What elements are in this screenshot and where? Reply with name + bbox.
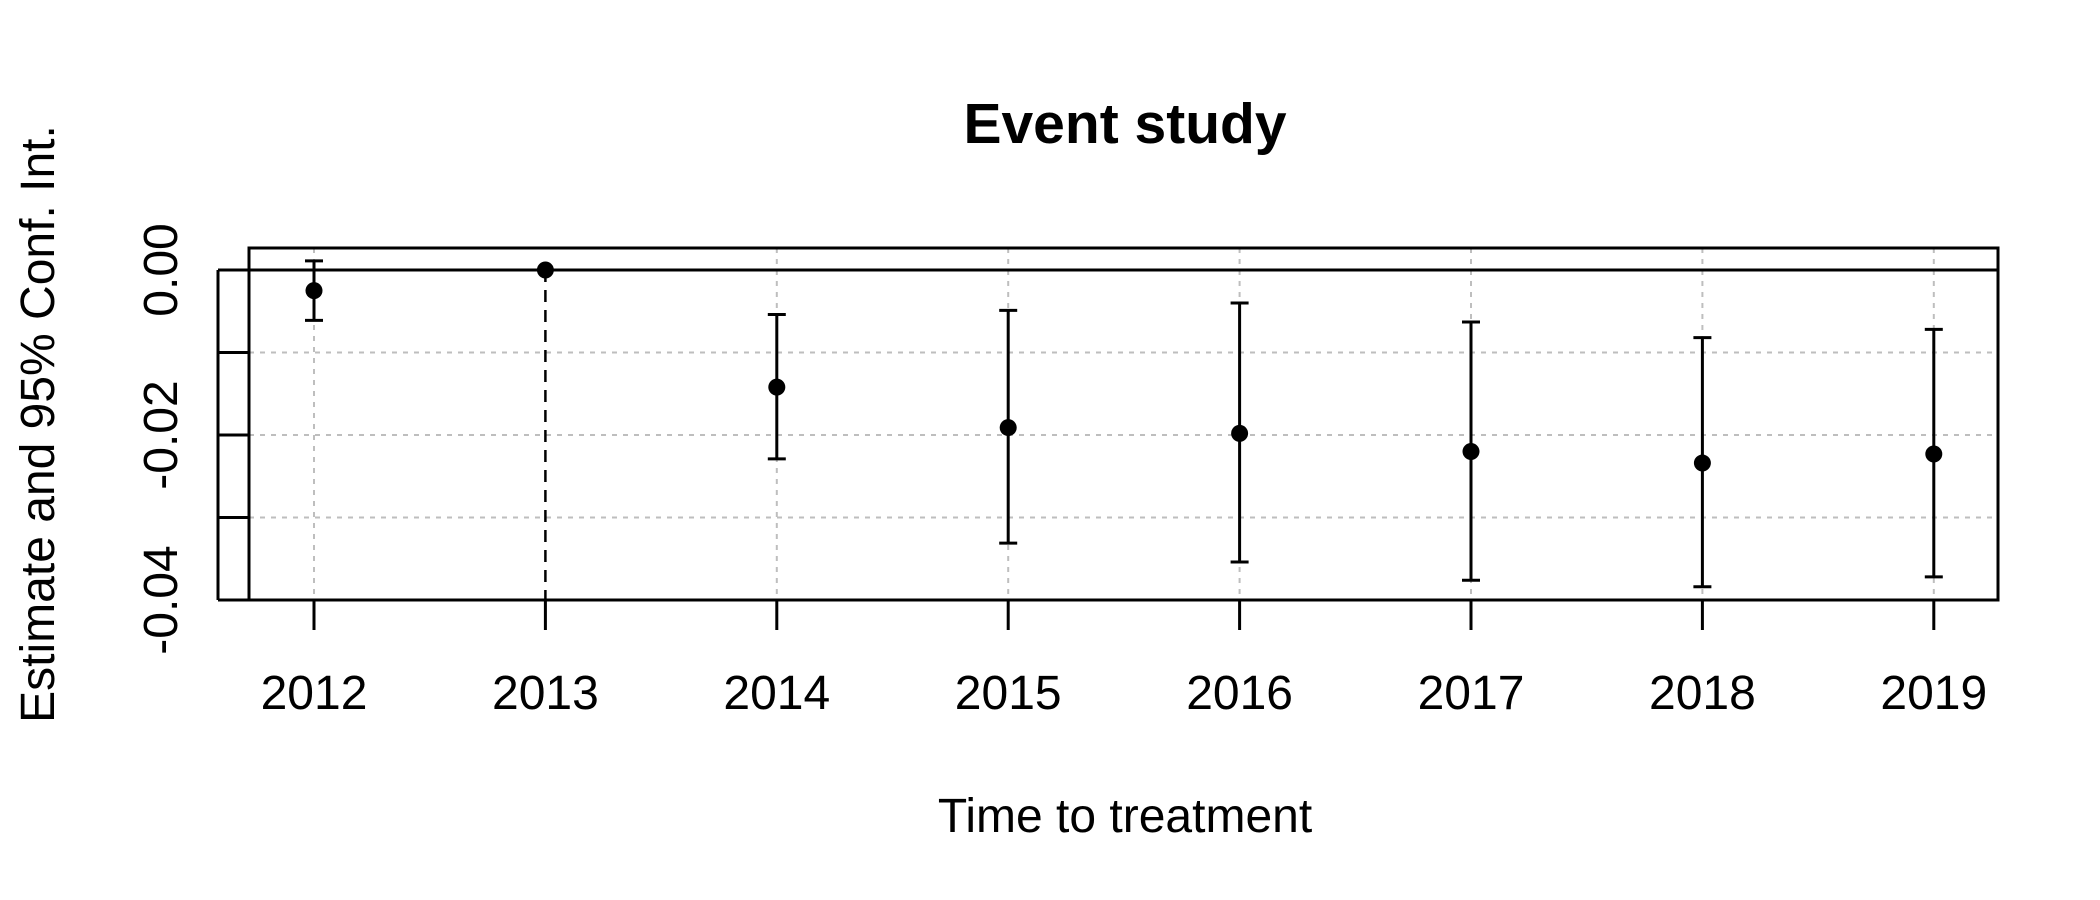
estimate-point: [1693, 454, 1711, 472]
x-tick-label: 2013: [492, 667, 599, 720]
x-tick-label: 2015: [955, 667, 1062, 720]
estimate-point: [536, 261, 554, 279]
y-axis: 0.00 -0.02 -0.04: [135, 223, 249, 655]
y-tick-label: -0.04: [135, 545, 188, 654]
x-tick-label: 2017: [1418, 667, 1525, 720]
x-tick-label: 2016: [1186, 667, 1293, 720]
chart-title: Event study: [963, 92, 1286, 156]
x-tick-label: 2014: [723, 667, 830, 720]
x-tick-label: 2019: [1880, 667, 1987, 720]
x-axis-label: Time to treatment: [938, 790, 1312, 843]
y-axis-label: Estimate and 95% Conf. Int.: [12, 125, 65, 723]
series-estimates: [305, 259, 1943, 589]
y-tick-label: -0.02: [135, 380, 188, 489]
estimate-point: [1462, 443, 1480, 460]
x-tick-label: 2018: [1649, 667, 1756, 720]
estimate-point: [1925, 445, 1943, 463]
x-tick-label: 2012: [261, 667, 368, 720]
estimate-point: [1231, 424, 1249, 442]
plot-frame: [247, 246, 2000, 602]
estimate-point: [768, 378, 786, 396]
grid-lines: [249, 248, 1998, 600]
y-tick-label: 0.00: [135, 223, 188, 316]
x-axis: 2012 2013 2014 2015 2016 2017 2018 2019: [261, 600, 1987, 720]
estimate-point: [999, 419, 1017, 437]
estimate-point: [305, 282, 323, 300]
